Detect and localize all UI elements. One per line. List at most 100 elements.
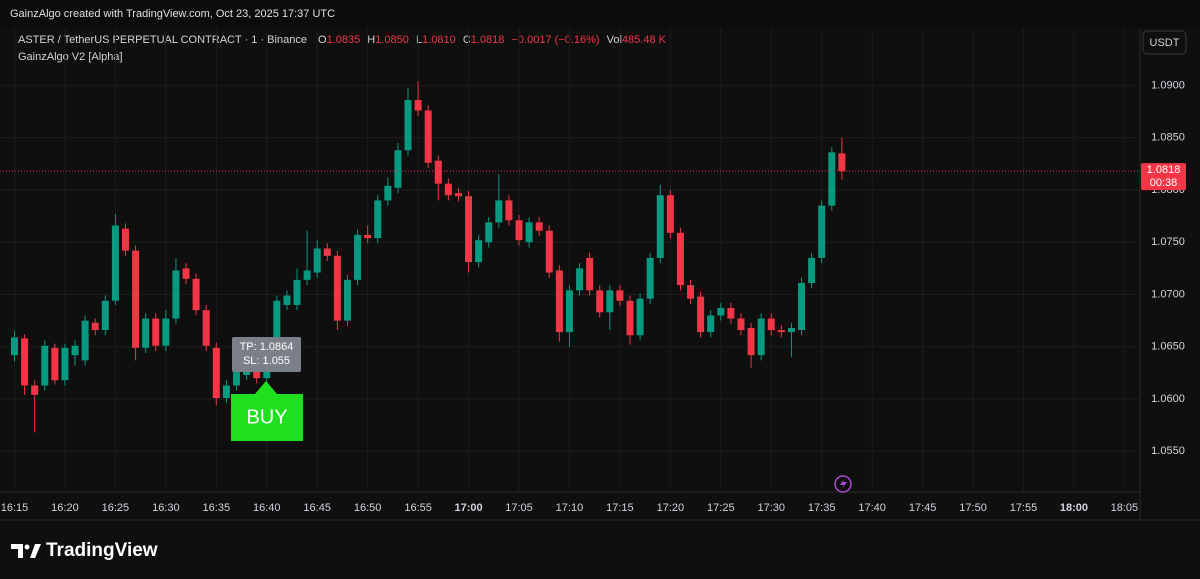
- candle-body: [808, 257, 816, 283]
- tv-logo: [11, 544, 41, 558]
- y-tick-label: 1.0900: [1151, 79, 1185, 91]
- candle-body: [838, 153, 846, 172]
- candle-body: [485, 222, 493, 243]
- y-tick-label: 1.0650: [1151, 341, 1185, 353]
- x-tick-label: 17:30: [757, 502, 785, 514]
- candle-body: [465, 196, 473, 263]
- signal-arrow: [231, 381, 303, 441]
- candle-body: [565, 290, 573, 333]
- credit: GainzAlgo created with TradingView.com, …: [10, 8, 335, 20]
- candle-body: [545, 230, 553, 273]
- signal-label: BUY: [246, 406, 287, 428]
- candle-body: [111, 225, 119, 301]
- logo-mark: [11, 544, 23, 558]
- x-tick-label: 16:20: [51, 502, 79, 514]
- candle-body: [606, 290, 614, 313]
- y-tick-label: 1.0850: [1151, 132, 1185, 144]
- y-tick-label: 1.0600: [1151, 393, 1185, 405]
- candle-body: [798, 283, 806, 331]
- candle-body: [737, 318, 745, 331]
- c-label: C: [463, 34, 471, 46]
- candle-body: [404, 100, 412, 151]
- signal-tp: TP: 1.0864: [240, 341, 294, 353]
- x-tick-label: 18:05: [1111, 502, 1139, 514]
- candle-body: [192, 278, 200, 311]
- price-label: 1.0818: [1147, 164, 1181, 176]
- x-tick-label: 17:15: [606, 502, 634, 514]
- candle-body: [364, 234, 372, 239]
- x-tick-label: 16:50: [354, 502, 382, 514]
- candle-body: [555, 270, 563, 333]
- candle-body: [172, 270, 180, 319]
- o-label: O: [318, 34, 327, 46]
- candle-body: [51, 347, 59, 381]
- indicator: GainzAlgo V2 [Alpha]: [18, 51, 123, 63]
- event-icon[interactable]: [834, 475, 852, 493]
- logo-slash: [30, 544, 41, 558]
- currency[interactable]: USDT: [1150, 37, 1180, 49]
- o-value: 1.0835: [327, 34, 361, 46]
- x-tick-label: 17:55: [1010, 502, 1038, 514]
- h-label: H: [367, 34, 375, 46]
- candle-body: [646, 257, 654, 299]
- candle-body: [303, 270, 311, 280]
- candle-body: [354, 234, 362, 280]
- candle-body: [596, 290, 604, 313]
- candle-body: [414, 100, 422, 111]
- candle-body: [636, 298, 644, 336]
- candle-body: [162, 318, 170, 346]
- candle-body: [61, 347, 69, 381]
- candle-body: [787, 327, 795, 333]
- candle-body: [11, 337, 18, 356]
- candle-body: [444, 183, 452, 196]
- candle-body: [273, 300, 281, 346]
- x-tick-label: 16:40: [253, 502, 281, 514]
- candle-body: [374, 200, 382, 239]
- x-tick-label: 16:55: [404, 502, 432, 514]
- candle-body: [41, 345, 49, 386]
- candle-body: [818, 205, 826, 258]
- candle-body: [535, 222, 543, 231]
- candle-body: [616, 290, 624, 301]
- top-bar: [0, 0, 1200, 28]
- x-tick-label: 16:15: [1, 502, 29, 514]
- candle-body: [152, 318, 160, 346]
- x-tick-label: 17:50: [959, 502, 987, 514]
- y-tick-label: 1.0700: [1151, 288, 1185, 300]
- candle-body: [676, 232, 684, 286]
- x-tick-label: 16:25: [102, 502, 130, 514]
- currency-button[interactable]: [1142, 30, 1187, 55]
- legend: ASTER / TetherUS PERPETUAL CONTRACT · 1 …: [18, 34, 667, 46]
- symbol: ASTER / TetherUS PERPETUAL CONTRACT · 1 …: [18, 34, 307, 46]
- x-tick-label: 17:10: [556, 502, 584, 514]
- candle-body: [182, 268, 190, 279]
- c-value: 1.0818: [471, 34, 505, 46]
- candle-body: [454, 193, 462, 197]
- candle-body: [666, 195, 674, 233]
- logo-text: TradingView: [46, 540, 158, 561]
- candle-body: [687, 285, 695, 299]
- price-badge: [1141, 163, 1186, 191]
- x-tick-label: 17:20: [657, 502, 685, 514]
- candle-body: [515, 220, 523, 241]
- candle-body: [91, 322, 99, 331]
- candle-body: [525, 222, 533, 243]
- candle-body: [747, 327, 755, 356]
- candle-body: [283, 295, 291, 305]
- candle-body: [757, 318, 765, 356]
- countdown: 00:38: [1150, 177, 1178, 189]
- h-value: 1.0850: [375, 34, 409, 46]
- candle-body: [475, 240, 483, 263]
- candle-body: [505, 200, 513, 221]
- x-tick-label: 17:45: [909, 502, 937, 514]
- candle-body: [71, 345, 79, 356]
- candle-body: [81, 320, 89, 361]
- x-tick-label: 17:00: [454, 502, 482, 514]
- l-label: L: [416, 34, 422, 46]
- candle-body: [434, 160, 442, 184]
- x-tick-label: 17:05: [505, 502, 533, 514]
- candle-body: [394, 150, 402, 188]
- candle-body: [656, 195, 664, 258]
- candle-body: [586, 257, 594, 291]
- x-tick-label: 17:35: [808, 502, 836, 514]
